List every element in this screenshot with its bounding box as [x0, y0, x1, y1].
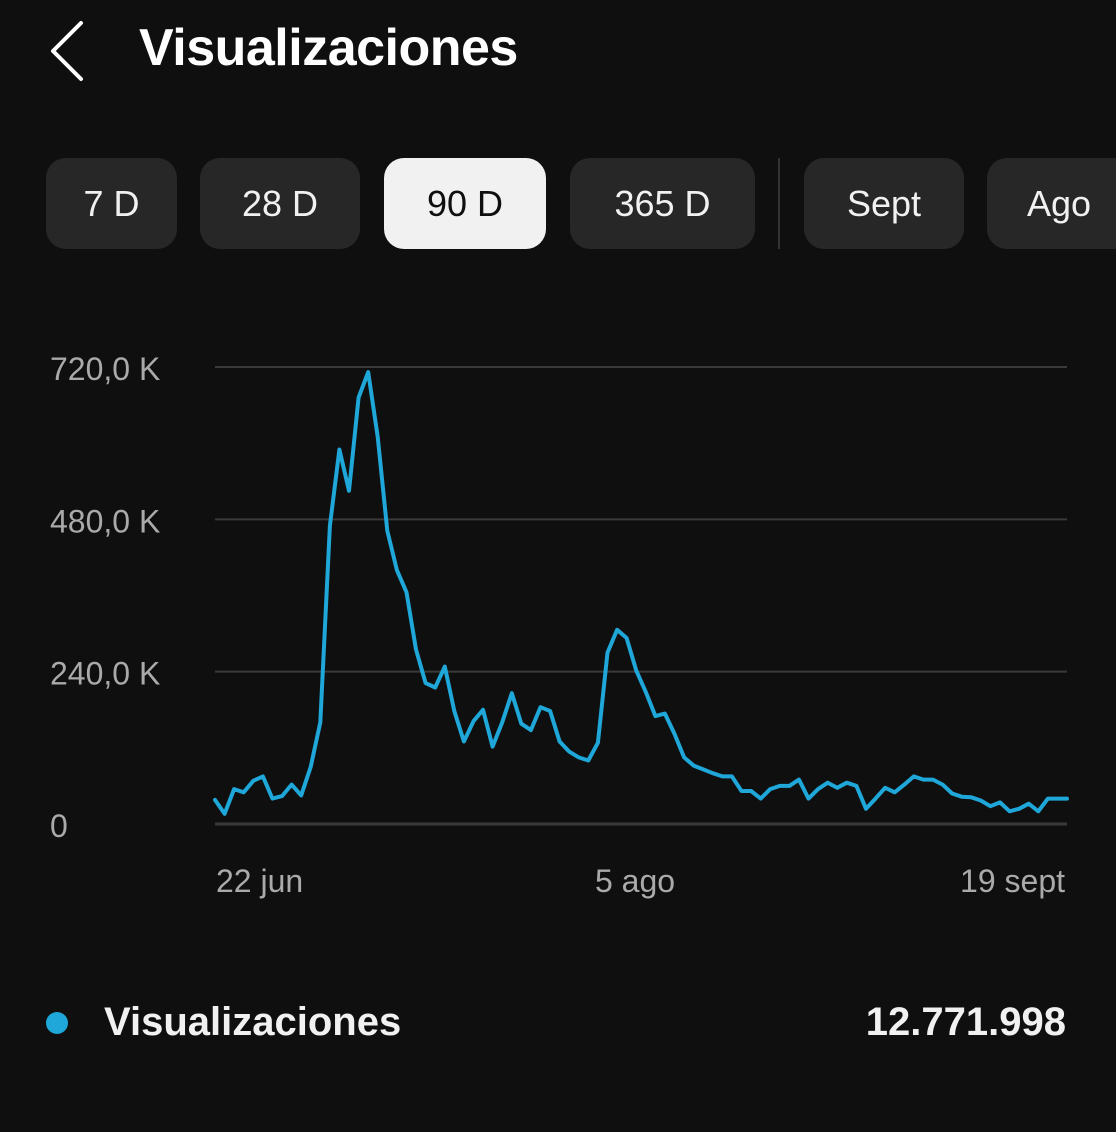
x-tick-label: 5 ago	[595, 863, 675, 899]
range-chip-sept[interactable]: Sept	[804, 158, 964, 249]
range-chip-7d[interactable]: 7 D	[46, 158, 177, 249]
page-title: Visualizaciones	[139, 19, 518, 77]
back-button[interactable]	[40, 14, 100, 88]
range-chip-365d[interactable]: 365 D	[570, 158, 755, 249]
series-color-dot	[46, 1012, 68, 1034]
total-views-value: 12.771.998	[865, 1000, 1066, 1044]
header: Visualizaciones	[0, 0, 1116, 110]
legend-label: Visualizaciones	[104, 1000, 402, 1044]
x-tick-label: 19 sept	[960, 863, 1065, 899]
y-tick-label: 480,0 K	[50, 503, 160, 539]
range-divider	[778, 158, 780, 249]
views-chart: 0 240,0 K 480,0 K 720,0 K 22 jun 5 ago 19 sept	[0, 330, 1116, 930]
y-tick-label: 720,0 K	[50, 351, 160, 387]
range-filter-bar: 7 D 28 D 90 D 365 D Sept Ago	[0, 158, 1116, 250]
line-chart: 0 240,0 K 480,0 K 720,0 K 22 jun 5 ago 19 sept	[50, 351, 1069, 899]
series-line-0	[213, 370, 1069, 816]
x-tick-label: 22 jun	[216, 863, 303, 899]
y-tick-label: 0	[50, 808, 68, 844]
chart-legend: Visualizaciones 12.771.998	[0, 990, 1116, 1060]
range-chip-90d[interactable]: 90 D	[384, 158, 546, 249]
chevron-left-icon	[51, 21, 83, 81]
range-chip-28d[interactable]: 28 D	[200, 158, 360, 249]
range-chip-ago[interactable]: Ago	[987, 158, 1116, 249]
y-tick-label: 240,0 K	[50, 656, 160, 692]
